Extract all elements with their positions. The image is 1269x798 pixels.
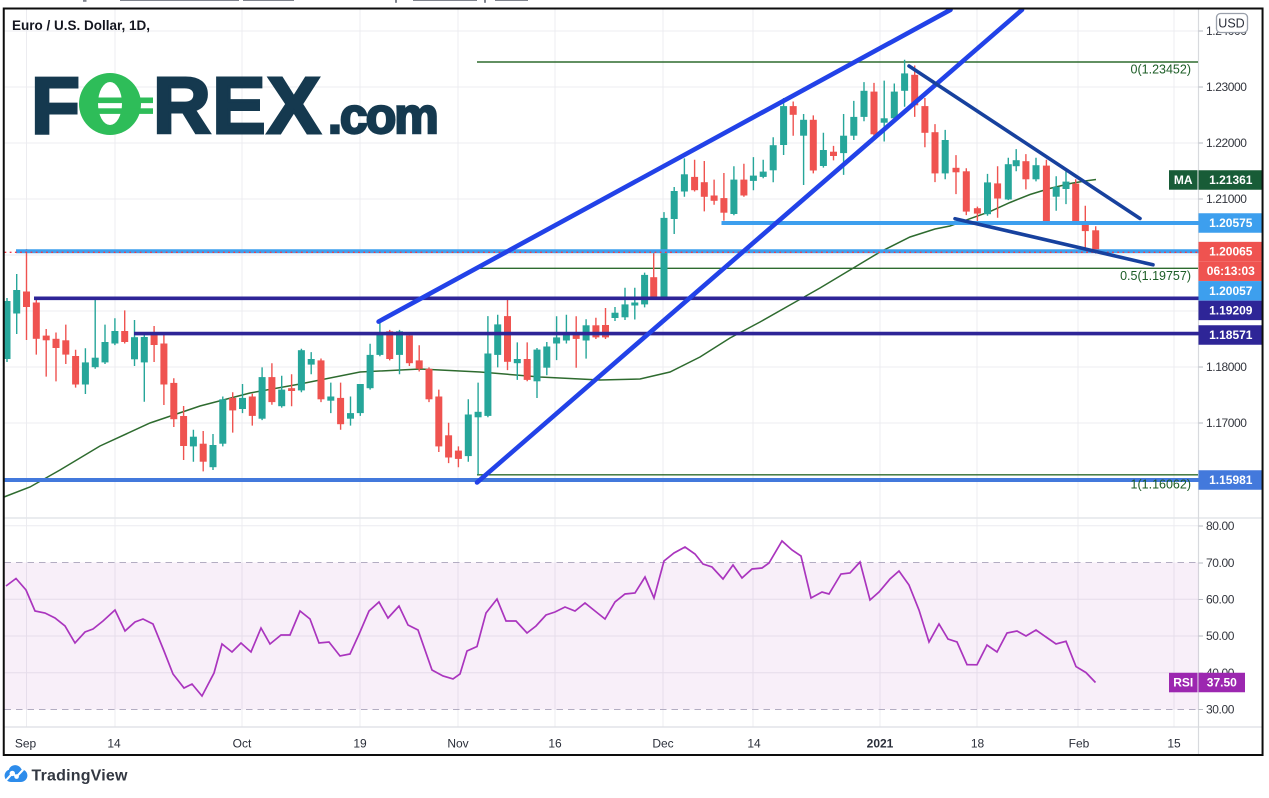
svg-text:1.17000: 1.17000 — [1206, 416, 1247, 430]
svg-text:1.18000: 1.18000 — [1206, 360, 1247, 374]
svg-text:Oct: Oct — [233, 737, 252, 751]
svg-text:0(1.23452): 0(1.23452) — [1131, 63, 1191, 77]
svg-text:37.50: 37.50 — [1207, 676, 1237, 690]
svg-text:30.00: 30.00 — [1206, 703, 1235, 717]
svg-text:1.15981: 1.15981 — [1209, 473, 1253, 487]
svg-text:1.19209: 1.19209 — [1209, 303, 1253, 317]
svg-text:Nov: Nov — [447, 737, 468, 751]
svg-text:70.00: 70.00 — [1206, 556, 1235, 570]
svg-text:1.21000: 1.21000 — [1206, 192, 1247, 206]
svg-text:Dec: Dec — [652, 737, 673, 751]
svg-text:.com: .com — [328, 88, 437, 144]
svg-text:1.20065: 1.20065 — [1209, 245, 1253, 259]
svg-text:1.18571: 1.18571 — [1209, 328, 1253, 342]
svg-text:06:13:03: 06:13:03 — [1207, 264, 1255, 278]
svg-text:18: 18 — [971, 737, 985, 751]
svg-text:F: F — [31, 61, 80, 150]
svg-text:0.5(1.19757): 0.5(1.19757) — [1120, 269, 1191, 283]
svg-text:Sep: Sep — [15, 737, 37, 751]
svg-text:RSI: RSI — [1173, 676, 1193, 690]
svg-text:60.00: 60.00 — [1206, 593, 1235, 607]
svg-text:1.23000: 1.23000 — [1206, 80, 1247, 94]
svg-text:1.20057: 1.20057 — [1209, 284, 1253, 298]
svg-text:TradingView: TradingView — [32, 768, 129, 785]
svg-text:Feb: Feb — [1069, 737, 1090, 751]
svg-text:1(1.16062): 1(1.16062) — [1131, 478, 1191, 492]
svg-text:REX: REX — [153, 61, 322, 150]
svg-text:2021: 2021 — [867, 737, 894, 751]
svg-text:14: 14 — [107, 737, 121, 751]
svg-text:1.21361: 1.21361 — [1209, 173, 1253, 187]
svg-text:19: 19 — [353, 737, 367, 751]
svg-text:80.00: 80.00 — [1206, 519, 1235, 533]
svg-text:14: 14 — [747, 737, 761, 751]
svg-text:Euro / U.S. Dollar, 1D,: Euro / U.S. Dollar, 1D, — [12, 18, 150, 33]
svg-text:1.22000: 1.22000 — [1206, 136, 1247, 150]
svg-text:15: 15 — [1167, 737, 1181, 751]
svg-text:1.20575: 1.20575 — [1209, 216, 1253, 230]
svg-text:16: 16 — [548, 737, 562, 751]
svg-text:MA: MA — [1174, 173, 1193, 187]
svg-text:USD: USD — [1218, 17, 1244, 31]
svg-text:50.00: 50.00 — [1206, 629, 1235, 643]
